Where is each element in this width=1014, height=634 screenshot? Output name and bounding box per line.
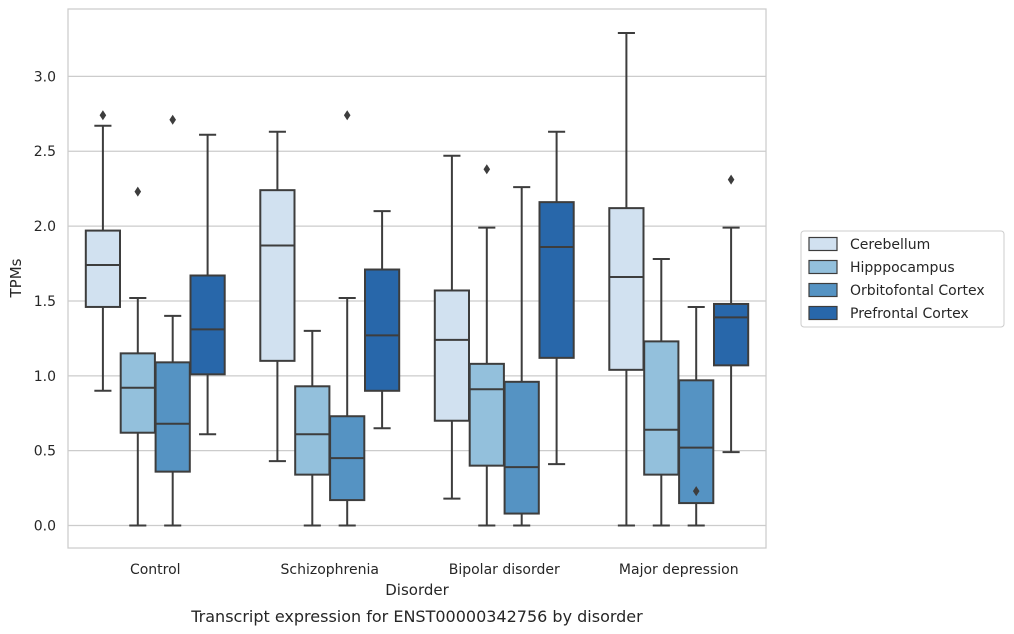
box-plot (189, 133, 226, 436)
box-iqr (433, 289, 471, 422)
outlier-marker (727, 174, 735, 185)
x-tick-label: Major depression (619, 562, 739, 578)
box-plot (712, 174, 750, 454)
box-plot (259, 130, 296, 463)
y-tick-label: 1.5 (34, 294, 56, 310)
y-tick-label: 2.0 (34, 219, 56, 235)
box-plot (363, 210, 401, 430)
box-plot (84, 110, 122, 392)
box-iqr (363, 268, 401, 392)
legend-frame (800, 230, 1005, 328)
box-plot (119, 186, 156, 527)
box-iqr (643, 340, 680, 476)
outlier-marker (483, 164, 491, 175)
legend: Cerebellum Hipppocampus Orbitofontal Corte… (800, 230, 1005, 328)
box-iqr (189, 274, 226, 376)
x-tick-labels: Control Schizophrenia Bipolar disorder Majo… (130, 562, 739, 578)
x-tick-label: Schizophrenia (281, 562, 379, 578)
y-tick-label: 0.0 (34, 519, 56, 535)
box-iqr (712, 302, 750, 367)
box-plot (503, 186, 540, 527)
box-plot (468, 164, 505, 527)
box-plot (608, 31, 645, 527)
legend-swatch (808, 236, 838, 252)
box-iqr (84, 229, 122, 308)
y-axis-label: TPMs (7, 258, 25, 298)
box-iqr (503, 380, 540, 515)
x-axis-label: Disorder (385, 581, 449, 599)
legend-swatch (808, 305, 838, 321)
box-plot (329, 110, 366, 527)
box-plot (643, 258, 680, 527)
legend-label: Hipppocampus (850, 260, 955, 276)
box-groups (84, 31, 750, 527)
outlier-marker (99, 110, 107, 121)
outlier-marker (169, 114, 176, 125)
chart-caption: Transcript expression for ENST0000034275… (190, 607, 643, 626)
box-plot (433, 154, 471, 500)
x-tick-label: Bipolar disorder (449, 562, 560, 578)
box-plot (678, 305, 715, 527)
x-tick-label: Control (130, 562, 181, 578)
box-iqr (538, 201, 575, 359)
legend-label: Prefrontal Cortex (850, 306, 969, 322)
outlier-marker (134, 186, 142, 197)
y-tick-label: 1.0 (34, 369, 56, 385)
box-plot (538, 130, 575, 466)
y-tick-labels: 0.0 0.5 1.0 1.5 2.0 2.5 3.0 (34, 69, 56, 534)
outlier-marker (343, 110, 351, 121)
outlier-marker (692, 486, 700, 497)
box-iqr (608, 207, 645, 371)
box-iqr (678, 379, 715, 505)
box-iqr (119, 352, 156, 434)
box-plot (154, 114, 191, 527)
y-tick-label: 0.5 (34, 444, 56, 460)
legend-swatch (808, 259, 838, 275)
box-iqr (259, 189, 296, 362)
plot-frame (67, 8, 767, 549)
legend-swatch (808, 282, 838, 298)
box-iqr (294, 385, 331, 476)
box-plot (294, 329, 331, 527)
box-iqr (468, 362, 505, 467)
box-iqr (154, 361, 191, 473)
y-tick-label: 3.0 (34, 69, 56, 85)
legend-label: Cerebellum (850, 237, 930, 253)
y-tick-label: 2.5 (34, 144, 56, 160)
legend-label: Orbitofontal Cortex (850, 283, 985, 299)
